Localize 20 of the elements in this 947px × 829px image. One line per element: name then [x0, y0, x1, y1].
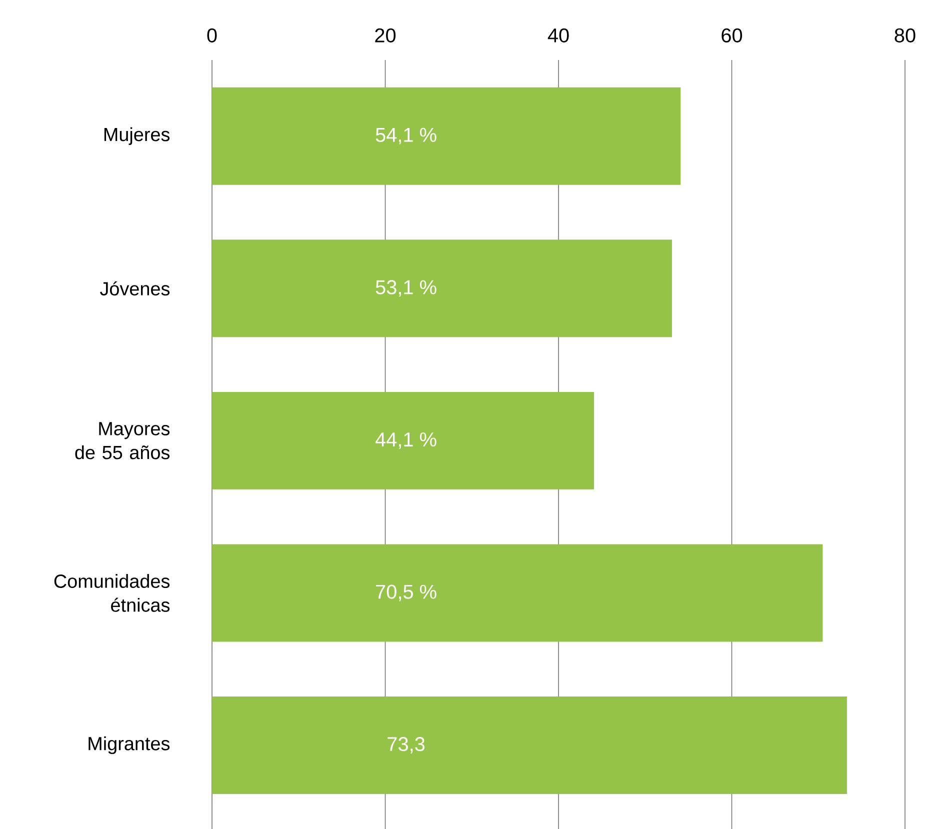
x-tick-label: 80	[894, 28, 916, 42]
bar	[212, 240, 672, 338]
data-label: 70,5 %	[376, 584, 436, 602]
data-label: 54,1 %	[376, 128, 436, 144]
bar	[212, 392, 594, 490]
y-tick-label: Comunidades étnicas	[54, 574, 170, 612]
y-tick-label: Mayores de 55 años	[75, 422, 170, 460]
x-tick-label: 20	[375, 28, 396, 42]
x-tick-label: 60	[722, 28, 742, 42]
data-label: 44,1 %	[375, 432, 436, 449]
bar	[212, 696, 847, 794]
data-label: 73,3	[388, 737, 425, 754]
y-tick-label: Jóvenes	[100, 281, 170, 296]
y-tick-label: Migrantes	[88, 736, 170, 754]
y-tick-label: Mujeres	[104, 127, 170, 145]
bar	[212, 87, 681, 185]
x-tick-label: 0	[207, 28, 217, 42]
bar	[212, 544, 823, 642]
data-label: 53,1 %	[376, 280, 436, 297]
x-tick-label: 40	[548, 28, 569, 42]
